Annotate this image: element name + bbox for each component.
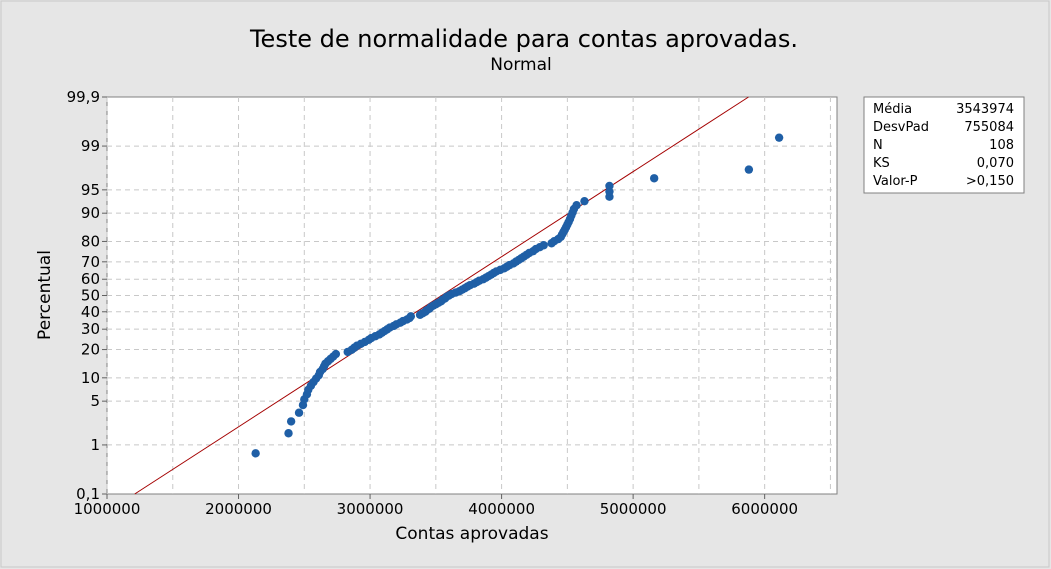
stats-box: Média 3543974 DesvPad 755084 N 108 KS 0,…	[863, 96, 1025, 194]
stat-label-stdev: DesvPad	[873, 120, 929, 135]
data-point	[294, 408, 304, 417]
data-point	[649, 174, 659, 183]
x-tick-label: 3000000	[337, 500, 404, 518]
y-axis-label: Percentual	[35, 250, 55, 340]
data-point	[286, 417, 296, 426]
y-tick-label: 30	[81, 320, 100, 338]
y-tick-label: 50	[81, 287, 100, 305]
y-tick-label: 99,9	[67, 88, 100, 106]
y-tick-label: 20	[81, 341, 100, 359]
stat-value-pvalue: >0,150	[966, 174, 1014, 189]
stat-value-ks: 0,070	[977, 156, 1014, 171]
chart-title: Teste de normalidade para contas aprovad…	[249, 25, 798, 53]
data-point	[572, 201, 581, 210]
data-point	[605, 181, 614, 191]
y-tick-label: 10	[81, 369, 100, 387]
data-point	[744, 165, 754, 174]
fit-line-group	[134, 96, 749, 495]
stat-value-stdev: 755084	[964, 120, 1014, 135]
y-tick-label: 90	[81, 204, 100, 222]
x-axis-label: Contas aprovadas	[395, 524, 548, 544]
fit-line	[134, 96, 749, 495]
stat-label-pvalue: Valor-P	[873, 174, 918, 189]
grid	[106, 97, 837, 494]
y-tick-label: 0,1	[76, 485, 100, 503]
stat-label-n: N	[873, 138, 883, 153]
y-tick-label: 80	[81, 232, 100, 250]
stat-value-mean: 3543974	[956, 102, 1014, 117]
y-tick-label: 60	[81, 270, 100, 288]
data-point	[331, 349, 341, 359]
x-tick-label: 6000000	[731, 500, 798, 518]
y-tick-label: 40	[81, 303, 100, 321]
data-point	[774, 133, 784, 142]
x-tick-label: 4000000	[468, 500, 535, 518]
y-tick-label: 99	[81, 137, 100, 155]
x-axis-ticks: 1000000 2000000 3000000 4000000 5000000 60000…	[74, 494, 798, 518]
stat-label-mean: Média	[873, 102, 912, 117]
data-points	[251, 133, 784, 458]
data-point	[251, 449, 260, 458]
stat-value-n: 108	[989, 138, 1014, 153]
data-point	[539, 241, 548, 250]
data-point	[580, 196, 589, 206]
data-point	[605, 187, 614, 196]
x-tick-label: 5000000	[600, 500, 667, 518]
y-tick-label: 95	[81, 181, 100, 199]
x-tick-label: 2000000	[205, 500, 272, 518]
stats-box-frame	[863, 96, 1025, 194]
y-tick-label: 5	[90, 392, 100, 410]
chart-subtitle: Normal	[490, 55, 552, 75]
data-point	[284, 429, 293, 438]
y-tick-label: 1	[90, 436, 100, 454]
data-point	[406, 312, 416, 321]
x-tick-label: 1000000	[74, 500, 141, 518]
y-tick-label: 70	[81, 253, 100, 271]
stat-label-ks: KS	[873, 156, 890, 171]
